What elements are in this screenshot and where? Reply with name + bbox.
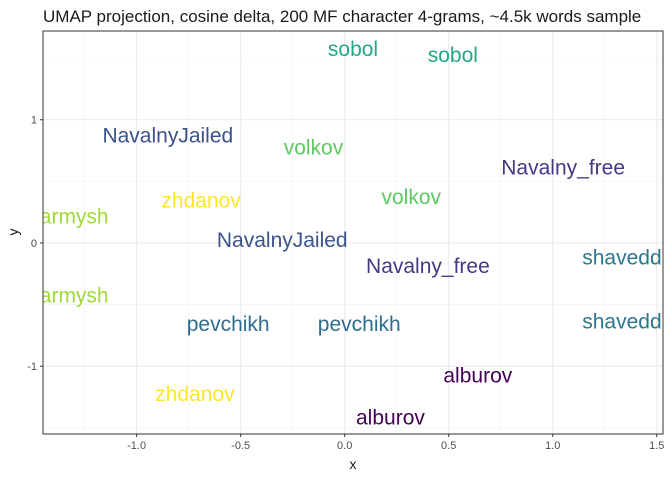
x-tick-label: 0.0 — [337, 440, 352, 452]
point-label: armysh — [40, 284, 109, 307]
point-label: armysh — [40, 206, 109, 229]
chart-title: UMAP projection, cosine delta, 200 MF ch… — [43, 7, 641, 26]
panel-border — [42, 30, 664, 435]
point-label: shaveddinq — [582, 310, 672, 333]
point-label: Navalny_free — [501, 156, 625, 179]
point-label: volkov — [381, 186, 441, 209]
point-label: alburov — [443, 365, 512, 388]
point-label: zhdanov — [161, 190, 241, 213]
x-tick-label: 1.5 — [649, 440, 664, 452]
y-tick-label: -1 — [27, 361, 37, 373]
point-label: zhdanov — [155, 383, 235, 406]
x-axis-title: x — [350, 456, 357, 472]
x-axis-ticks: -1.0 -0.5 0.0 0.5 1.0 1.5 — [127, 434, 664, 452]
x-tick-label: 0.5 — [441, 440, 456, 452]
point-label: sobol — [428, 44, 478, 67]
plot-panel — [43, 31, 663, 434]
y-tick-label: 1 — [31, 115, 37, 127]
major-grid — [43, 31, 663, 434]
point-label: Navalny_free — [366, 255, 490, 278]
point-label: sobol — [328, 38, 378, 61]
minor-grid — [43, 31, 663, 434]
x-tick-label: -0.5 — [231, 440, 250, 452]
y-tick-label: 0 — [31, 238, 37, 250]
data-labels: sobol sobol NavalnyJailed volkov Navalny_fre… — [40, 38, 672, 429]
point-label: volkov — [284, 137, 344, 160]
x-tick-label: 1.0 — [545, 440, 560, 452]
x-tick-label: -1.0 — [127, 440, 146, 452]
point-label: shavedding — [582, 246, 672, 269]
point-label: NavalnyJailed — [102, 124, 233, 147]
point-label: NavalnyJailed — [217, 229, 348, 252]
point-label: alburov — [356, 406, 425, 429]
y-axis-title: y — [5, 229, 21, 236]
point-label: pevchikh — [187, 313, 270, 336]
y-axis-ticks: -1 0 1 — [27, 115, 43, 373]
point-label: pevchikh — [318, 313, 401, 336]
